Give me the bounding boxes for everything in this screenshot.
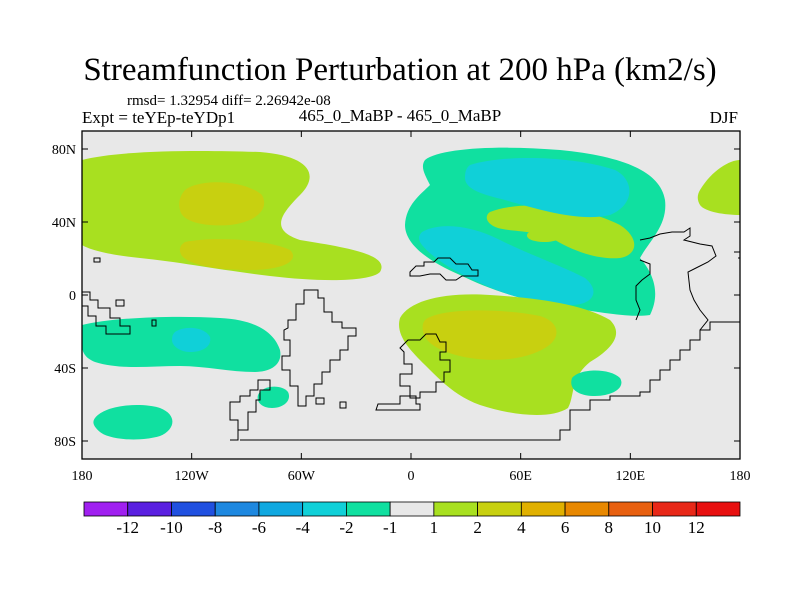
- labelbar-box: [302, 501, 347, 517]
- positive-core-northwest-a: [179, 182, 265, 226]
- labelbar-label: -10: [160, 518, 183, 537]
- negative-blob-south-indian: [571, 370, 622, 396]
- lon-tick-label: 180: [72, 469, 93, 484]
- positive-core-south-central: [422, 310, 557, 360]
- labelbar-label: -2: [339, 518, 353, 537]
- labelbar-box: [389, 501, 435, 517]
- coast-south-islands: [315, 251, 740, 411]
- lon-tick-label: 60W: [288, 469, 316, 484]
- labelbar-box: [171, 501, 216, 517]
- labelbar-box: [345, 501, 391, 517]
- labelbar-box: [477, 501, 522, 517]
- lon-tick-label: 120W: [175, 469, 210, 484]
- plot-title: Streamfunction Perturbation at 200 hPa (…: [83, 52, 717, 88]
- coastlines: [82, 227, 740, 441]
- negative-core-east: [419, 226, 594, 305]
- labelbar-box: [608, 501, 653, 517]
- latitude-axis: 80N 40N 0 40S 80S: [52, 143, 740, 450]
- labelbar-box: [652, 501, 697, 517]
- negative-blob-south-pacific: [93, 405, 173, 440]
- color-labelbar: -12 -10 -8 -6 -4 -2 -1 1 2 4 6 8 10 12: [83, 501, 741, 537]
- positive-core-northwest-b: [179, 239, 294, 270]
- coast-antarctica: [229, 321, 740, 441]
- coast-europe-asia: [409, 227, 717, 331]
- labelbar-label: -6: [252, 518, 266, 537]
- lon-tick-label: 0: [408, 469, 415, 484]
- labelbar-label: -8: [208, 518, 222, 537]
- stats-line: rmsd= 1.32954 diff= 2.26942e-08: [127, 93, 331, 109]
- labelbar-label: 12: [688, 518, 705, 537]
- positive-region-far-east: [697, 160, 740, 215]
- lat-tick-label: 0: [69, 289, 76, 304]
- labelbar-label: 2: [473, 518, 482, 537]
- lon-tick-label: 180: [730, 469, 751, 484]
- lat-tick-label: 40S: [54, 362, 76, 377]
- lat-tick-label: 80S: [54, 435, 76, 450]
- lon-tick-label: 60E: [509, 469, 532, 484]
- labelbar-box: [258, 501, 304, 517]
- coast-africa: [399, 333, 451, 399]
- labelbar-box: [695, 501, 741, 517]
- labelbar-label: 10: [644, 518, 661, 537]
- labelbar-box: [564, 501, 610, 517]
- shaded-field: [82, 147, 740, 440]
- positive-blob-east-small: [526, 228, 564, 242]
- labelbar-box: [214, 501, 260, 517]
- lat-tick-label: 40N: [52, 216, 76, 231]
- labelbar-label: 1: [430, 518, 439, 537]
- lon-tick-label: 120E: [616, 469, 646, 484]
- labelbar-box: [83, 501, 129, 517]
- labelbar-label: -12: [116, 518, 139, 537]
- season-label: DJF: [709, 108, 738, 127]
- negative-core-northeast: [465, 158, 630, 218]
- labelbar-label: -4: [296, 518, 311, 537]
- labelbar-box: [433, 501, 479, 517]
- experiment-label: Expt = teYEp-teYDp1: [82, 108, 236, 127]
- lat-tick-label: 80N: [52, 143, 76, 158]
- labelbar-box: [127, 501, 172, 517]
- negative-core-southwest: [172, 327, 211, 352]
- negative-blob-south-america: [257, 386, 290, 408]
- longitude-axis: 180 120W 60W 0 60E 120E 180: [72, 131, 751, 484]
- comparison-label: 465_0_MaBP - 465_0_MaBP: [298, 106, 502, 125]
- labelbar-box: [520, 501, 566, 517]
- labelbar-label: 8: [605, 518, 614, 537]
- coast-north-america-islands: [82, 257, 157, 335]
- labelbar-label: 4: [517, 518, 526, 537]
- labelbar-label: 6: [561, 518, 570, 537]
- coast-south-america: [281, 289, 357, 407]
- labelbar-label: -1: [383, 518, 397, 537]
